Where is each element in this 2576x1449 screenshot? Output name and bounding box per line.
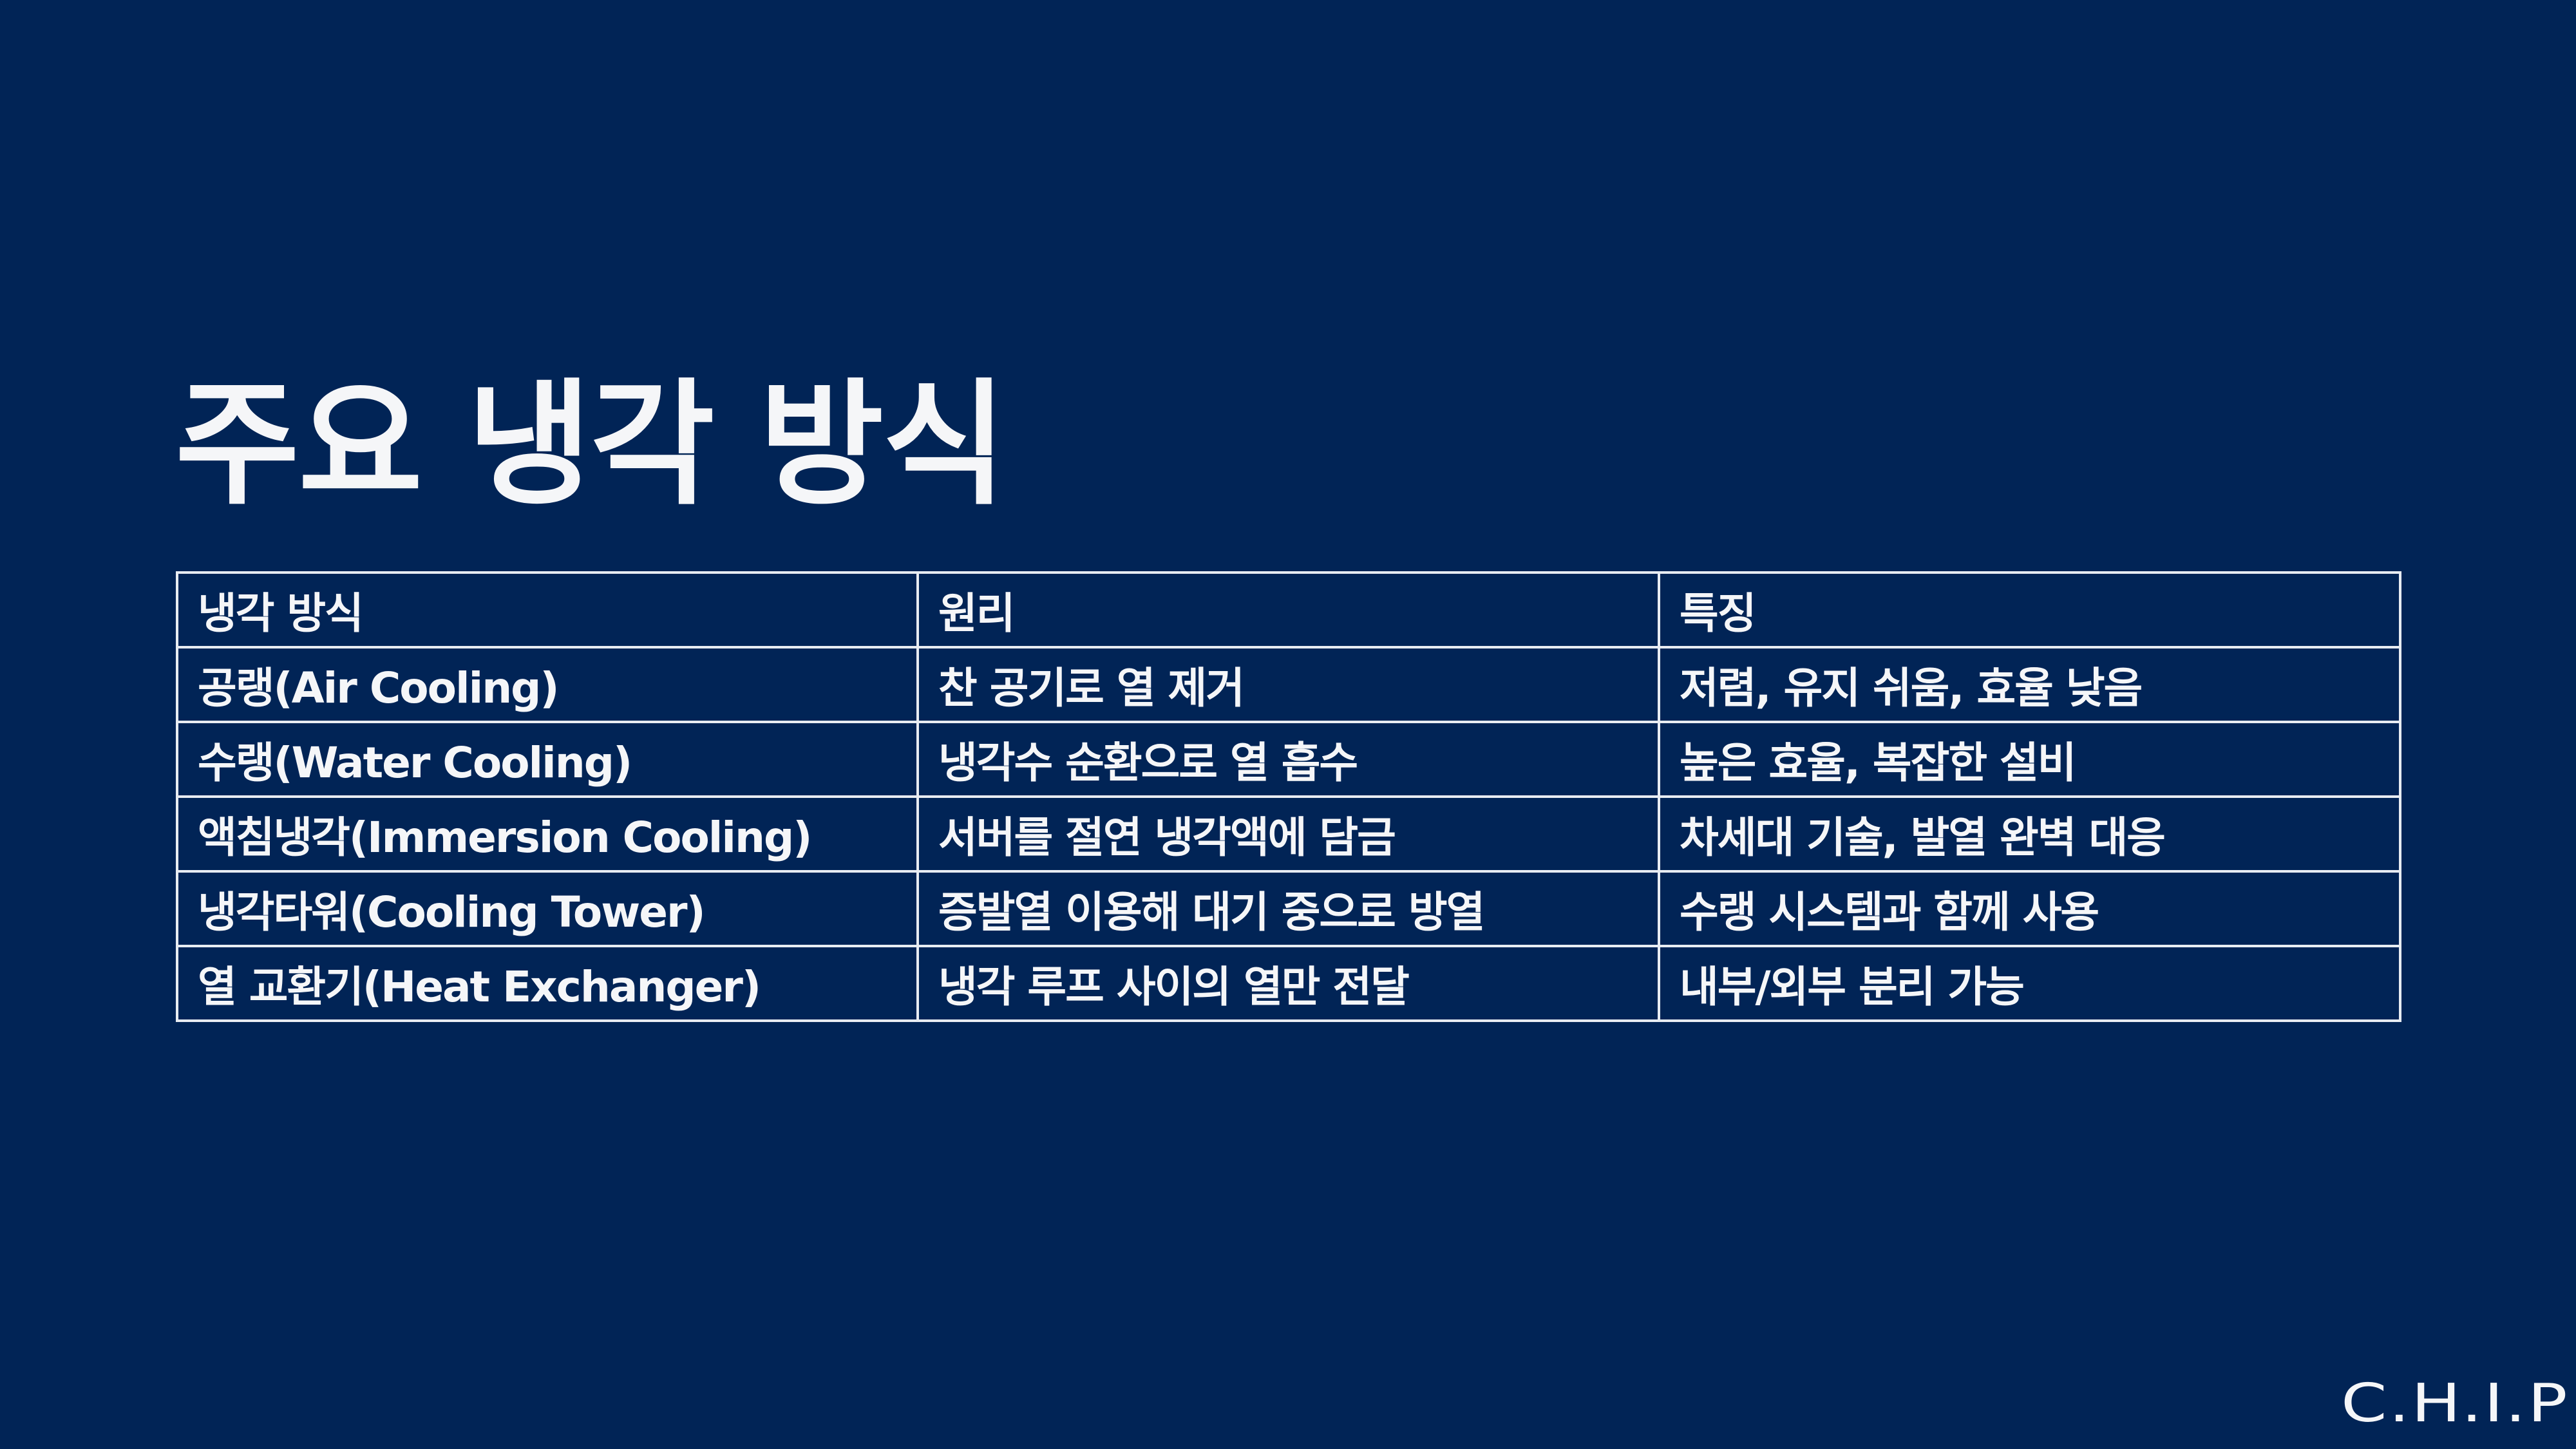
header-cell: 특징	[1658, 571, 2401, 649]
cooling-methods-table: 냉각 방식 원리 특징 공랭(Air Cooling) 찬 공기로 열 제거 저렴,…	[176, 571, 2401, 1022]
table-cell: 차세대 기술, 발열 완벽 대응	[1658, 795, 2401, 873]
table-header-row: 냉각 방식 원리 특징	[176, 571, 2401, 649]
table-row: 액침냉각(Immersion Cooling) 서버를 절연 냉각액에 담금 차세대…	[176, 795, 2401, 873]
table-cell: 공랭(Air Cooling)	[176, 646, 919, 723]
table-cell: 증발열 이용해 대기 중으로 방열	[916, 870, 1660, 947]
slide-title: 주요 냉각 방식	[175, 366, 1007, 524]
table-cell: 수랭 시스템과 함께 사용	[1658, 870, 2401, 947]
table-row: 열 교환기(Heat Exchanger) 냉각 루프 사이의 열만 전달 내부/외…	[176, 945, 2401, 1022]
table-cell: 수랭(Water Cooling)	[176, 721, 919, 798]
table-cell: 냉각타워(Cooling Tower)	[176, 870, 919, 947]
table-row: 공랭(Air Cooling) 찬 공기로 열 제거 저렴, 유지 쉬움, 효율 낮…	[176, 646, 2401, 723]
table-row: 냉각타워(Cooling Tower) 증발열 이용해 대기 중으로 방열 수랭 시…	[176, 870, 2401, 947]
header-cell: 냉각 방식	[176, 571, 919, 649]
table-cell: 냉각수 순환으로 열 흡수	[916, 721, 1660, 798]
table-cell: 액침냉각(Immersion Cooling)	[176, 795, 919, 873]
header-cell: 원리	[916, 571, 1660, 649]
table-cell: 서버를 절연 냉각액에 담금	[916, 795, 1660, 873]
table-cell: 높은 효율, 복잡한 설비	[1658, 721, 2401, 798]
table-cell: 내부/외부 분리 가능	[1658, 945, 2401, 1022]
table-cell: 저렴, 유지 쉬움, 효율 낮음	[1658, 646, 2401, 723]
table-row: 수랭(Water Cooling) 냉각수 순환으로 열 흡수 높은 효율, 복잡한…	[176, 721, 2401, 798]
table-cell: 찬 공기로 열 제거	[916, 646, 1660, 723]
chip-logo: C.H.I.P	[2341, 1373, 2570, 1434]
table-cell: 열 교환기(Heat Exchanger)	[176, 945, 919, 1022]
table-cell: 냉각 루프 사이의 열만 전달	[916, 945, 1660, 1022]
